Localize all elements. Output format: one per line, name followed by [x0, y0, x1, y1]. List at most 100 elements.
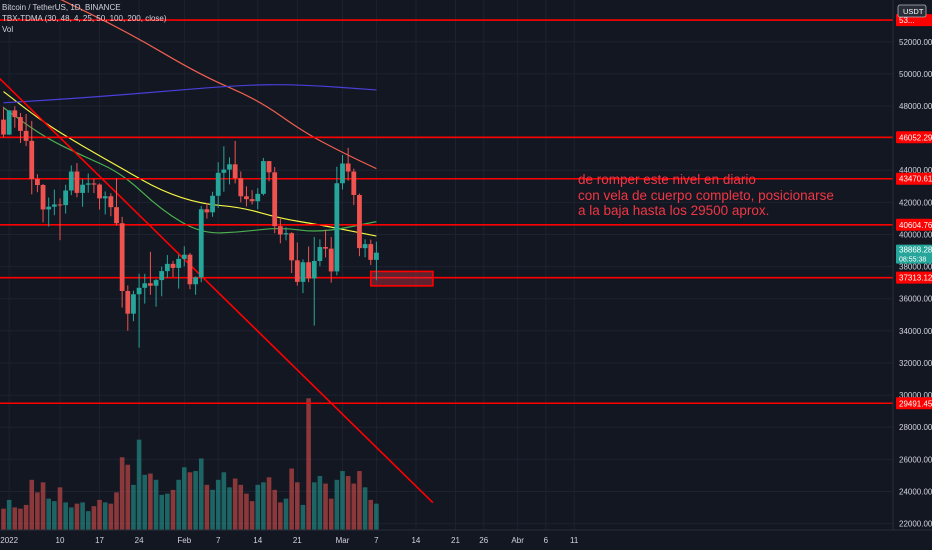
- candle-body: [12, 110, 18, 118]
- volume-bar: [362, 487, 368, 530]
- candle-body: [289, 233, 295, 261]
- level-price-tag: [896, 218, 932, 231]
- volume-bar: [102, 502, 108, 530]
- volume-bar: [97, 499, 102, 530]
- candle-body: [272, 172, 278, 227]
- volume-bar: [18, 508, 23, 530]
- price-tick-label: 40000.00: [899, 230, 932, 239]
- level-price-tag: [896, 397, 932, 410]
- current-price-tag: [896, 244, 932, 264]
- candle-body: [159, 271, 165, 281]
- price-tick-label: 52000.00: [899, 38, 932, 47]
- moving-average-green: [3, 107, 377, 234]
- candle-body: [345, 163, 351, 172]
- level-price-tag-label: 37313.12: [899, 274, 932, 283]
- volume-bar: [351, 483, 357, 530]
- volume-bar: [114, 492, 119, 530]
- candle-body: [29, 140, 35, 180]
- volume-bar: [374, 503, 379, 530]
- time-tick-label: 7: [374, 536, 379, 545]
- volume-label[interactable]: Vol: [2, 25, 14, 34]
- volume-bar: [249, 501, 255, 530]
- candle-body: [238, 178, 244, 197]
- level-price-tag: [896, 172, 932, 185]
- volume-bar: [159, 494, 164, 530]
- candle-body: [91, 183, 97, 185]
- volume-bar: [306, 398, 311, 530]
- trendline: [0, 77, 434, 504]
- volume-bar: [357, 471, 362, 530]
- candles: [1, 106, 379, 348]
- candle-body: [176, 258, 182, 268]
- volume-bar: [136, 439, 142, 530]
- candle-body: [74, 171, 80, 193]
- candle-body: [35, 179, 40, 186]
- volume-bar: [176, 479, 181, 530]
- time-tick-label: 7: [216, 536, 221, 545]
- indicator-label[interactable]: TBX-TDMA (30, 48, 4, 25, 50, 100, 200, c…: [2, 14, 167, 23]
- candle-body: [357, 194, 362, 249]
- level-price-tag: [896, 271, 932, 284]
- volume-bar: [119, 457, 125, 530]
- time-tick-label: 21: [293, 536, 302, 545]
- time-tick-label: 6: [544, 536, 549, 545]
- time-tick-label: 14: [411, 536, 420, 545]
- volume-bar: [74, 503, 80, 530]
- price-tick-label: 36000.00: [899, 295, 932, 304]
- candle-body: [18, 117, 23, 131]
- level-price-tag-label: 46052.29: [899, 133, 932, 142]
- time-tick-label: 17: [95, 536, 104, 545]
- volume-bar: [238, 484, 244, 530]
- price-axis: 22000.00 24000.00 26000.00 28000.00 30000.00…: [892, 0, 932, 550]
- time-tick-label: 2022: [0, 536, 18, 545]
- price-tick-label: 28000.00: [899, 423, 932, 432]
- trade-note[interactable]: de romper este nivel en diario con vela …: [578, 172, 834, 219]
- candle-body: [142, 283, 148, 288]
- volume-bars: [1, 398, 379, 530]
- candle-body: [215, 172, 221, 196]
- level-price-tag-label: 53...: [899, 16, 915, 25]
- price-tick-label: 48000.00: [899, 102, 932, 111]
- candle-body: [221, 169, 227, 173]
- volume-bar: [317, 476, 323, 530]
- volume-bar: [6, 499, 12, 530]
- candle-body: [334, 183, 340, 272]
- volume-bar: [23, 504, 29, 530]
- symbol-title[interactable]: Bitcoin / TetherUS, 1D, BINANCE: [2, 3, 121, 12]
- volume-bar: [29, 479, 35, 530]
- time-tick-label: Abr: [511, 536, 524, 545]
- candle-body: [362, 244, 368, 249]
- volume-bar: [261, 482, 266, 530]
- volume-bar: [40, 482, 46, 530]
- candle-body: [97, 184, 102, 199]
- candle-body: [57, 204, 63, 206]
- volume-bar: [1, 508, 6, 530]
- candle-body: [187, 254, 193, 285]
- volume-bar: [148, 473, 153, 530]
- price-tick-label: 50000.00: [899, 70, 932, 79]
- candle-body: [227, 164, 232, 170]
- moving-average-salmon: [60, 0, 377, 170]
- candle-body: [311, 260, 317, 279]
- candle-body: [102, 196, 108, 199]
- volume-bar: [300, 504, 306, 530]
- candle-body: [125, 291, 131, 314]
- price-tick-label: 38000.00: [899, 263, 932, 272]
- candle-body: [170, 263, 176, 268]
- level-price-tag-label: 29491.45: [899, 399, 932, 408]
- volume-bar: [52, 501, 57, 530]
- time-tick-label: 26: [479, 536, 488, 545]
- volume-bar: [198, 458, 204, 530]
- time-tick-label: 24: [135, 536, 144, 545]
- candle-body: [277, 226, 283, 235]
- volume-bar: [182, 467, 187, 530]
- volume-bar: [255, 484, 261, 530]
- candle-body: [108, 196, 114, 208]
- volume-bar: [165, 493, 170, 530]
- candle-body: [351, 171, 357, 195]
- level-price-tag-label: 40604.76: [899, 221, 932, 230]
- volume-bar: [278, 502, 283, 530]
- candle-body: [323, 247, 328, 249]
